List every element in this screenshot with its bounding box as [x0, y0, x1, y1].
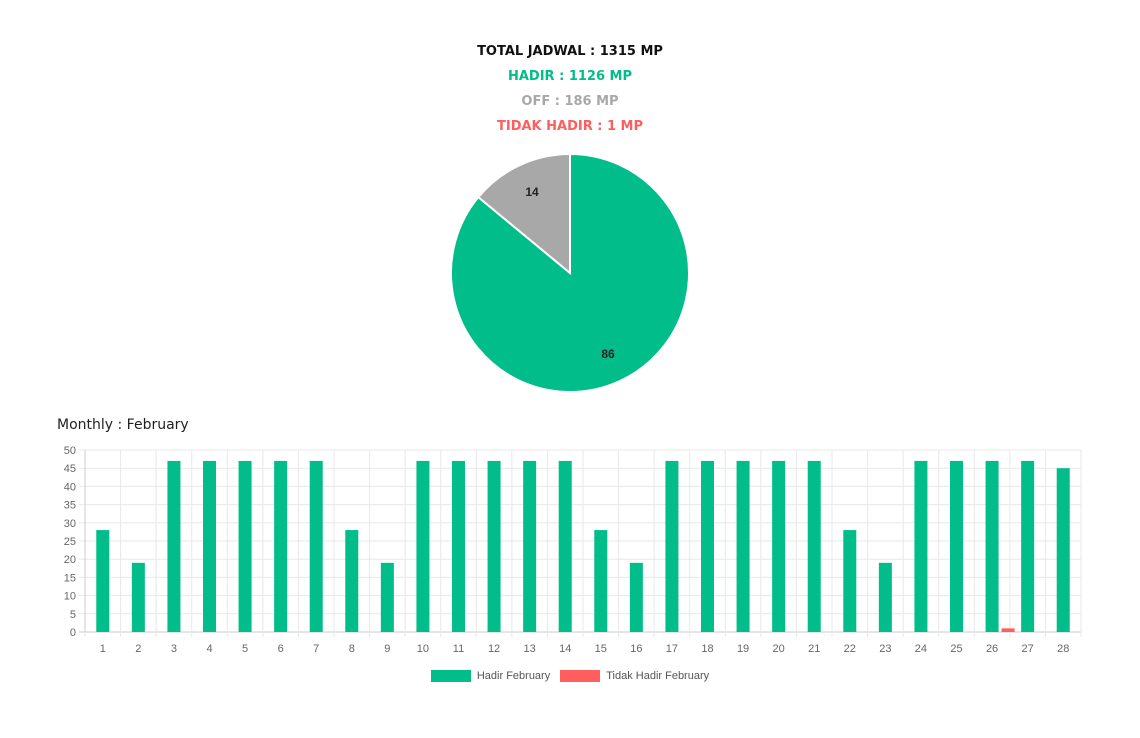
present-text: HADIR : 1126 MP — [507, 69, 632, 84]
x-tick-label: 2 — [135, 643, 141, 655]
legend-label-tidak-hadir: Tidak Hadir February — [606, 670, 710, 682]
x-tick-label: 8 — [349, 643, 355, 655]
y-tick-label: 35 — [64, 500, 76, 512]
x-tick-label: 21 — [808, 643, 820, 655]
pie-slice-off[interactable] — [476, 152, 571, 276]
bar-hadir-day-10[interactable] — [416, 460, 430, 632]
y-tick-label: 0 — [70, 627, 76, 639]
x-tick-label: 15 — [595, 643, 607, 655]
x-tick-label: 17 — [666, 643, 678, 655]
x-tick-label: 3 — [171, 643, 177, 655]
total-schedule-text: TOTAL JADWAL : 1315 MP — [477, 44, 663, 59]
x-tick-label: 10 — [417, 643, 429, 655]
bar-hadir-day-12[interactable] — [487, 460, 501, 632]
bar-hadir-day-19[interactable] — [736, 460, 750, 632]
bar-hadir-day-9[interactable] — [380, 562, 394, 632]
y-tick-label: 45 — [64, 463, 76, 475]
x-tick-label: 13 — [524, 643, 536, 655]
legend-item-tidak-hadir[interactable]: Tidak Hadir February — [560, 670, 709, 682]
bar-hadir-day-14[interactable] — [558, 460, 572, 632]
x-tick-label: 19 — [737, 643, 749, 655]
y-tick-label: 10 — [64, 591, 76, 603]
legend-swatch-tidak-hadir — [560, 670, 601, 682]
x-tick-label: 16 — [630, 643, 642, 655]
attendance-summary: TOTAL JADWAL : 1315 MP HADIR : 1126 MP O… — [0, 42, 1140, 142]
absent-text: TIDAK HADIR : 1 MP — [496, 119, 644, 134]
y-tick-label: 5 — [70, 609, 76, 621]
bar-hadir-day-5[interactable] — [238, 460, 252, 632]
bar-hadir-day-25[interactable] — [950, 460, 963, 632]
monthly-title: Monthly : February — [57, 417, 189, 433]
x-tick-label: 9 — [384, 643, 390, 655]
bar-hadir-day-16[interactable] — [629, 562, 643, 632]
bar-hadir-day-24[interactable] — [914, 460, 928, 632]
y-tick-label: 40 — [64, 481, 76, 493]
bar-hadir-day-23[interactable] — [878, 562, 892, 632]
x-tick-label: 28 — [1057, 643, 1069, 655]
bar-hadir-day-6[interactable] — [274, 460, 288, 632]
bar-hadir-day-7[interactable] — [309, 460, 323, 632]
x-tick-label: 6 — [278, 643, 284, 655]
bar-chart-legend: Hadir February Tidak Hadir February — [0, 670, 1140, 682]
x-tick-label: 11 — [453, 643, 464, 655]
bar-hadir-day-2[interactable] — [131, 562, 145, 632]
bar-tidak-hadir-day-26[interactable] — [1001, 628, 1015, 632]
bar-hadir-day-28[interactable] — [1056, 468, 1070, 632]
x-tick-label: 22 — [844, 643, 856, 655]
x-tick-label: 27 — [1022, 643, 1034, 655]
y-tick-label: 20 — [64, 554, 76, 566]
x-tick-label: 14 — [559, 643, 571, 655]
bar-hadir-day-1[interactable] — [96, 530, 110, 632]
bar-hadir-day-26[interactable] — [985, 460, 999, 632]
bar-hadir-day-20[interactable] — [772, 460, 786, 632]
pie-data-label: 86 — [601, 347, 615, 361]
x-tick-label: 24 — [915, 643, 927, 655]
legend-swatch-hadir — [430, 670, 471, 682]
bar-hadir-day-3[interactable] — [167, 460, 181, 632]
x-tick-label: 7 — [313, 643, 319, 655]
x-tick-label: 18 — [701, 643, 713, 655]
bar-hadir-day-17[interactable] — [665, 460, 679, 632]
legend-label-hadir: Hadir February — [476, 670, 551, 682]
y-tick-label: 30 — [64, 518, 76, 530]
x-tick-label: 23 — [879, 643, 891, 655]
x-tick-label: 12 — [488, 643, 500, 655]
bar-hadir-day-8[interactable] — [345, 530, 359, 632]
attendance-pie-chart: 86 14 — [450, 152, 690, 393]
bar-hadir-day-4[interactable] — [203, 460, 216, 632]
off-text: OFF : 186 MP — [521, 94, 619, 109]
pie-data-label: 14 — [525, 185, 539, 199]
x-tick-label: 26 — [986, 643, 998, 655]
bar-hadir-day-15[interactable] — [594, 530, 608, 632]
bar-hadir-day-13[interactable] — [523, 460, 537, 632]
x-tick-label: 20 — [773, 643, 785, 655]
y-tick-label: 50 — [64, 445, 76, 457]
bar-hadir-day-21[interactable] — [807, 460, 821, 632]
y-tick-label: 15 — [64, 572, 76, 584]
x-tick-label: 1 — [100, 643, 106, 655]
x-tick-label: 5 — [242, 643, 248, 655]
legend-item-hadir[interactable]: Hadir February — [430, 670, 551, 682]
x-tick-label: 25 — [950, 643, 962, 655]
y-tick-label: 25 — [64, 536, 76, 548]
bar-hadir-day-11[interactable] — [452, 460, 465, 632]
bar-hadir-day-18[interactable] — [701, 460, 714, 632]
bar-hadir-day-22[interactable] — [843, 530, 857, 632]
x-tick-label: 4 — [206, 643, 212, 655]
bar-hadir-day-27[interactable] — [1021, 460, 1035, 632]
